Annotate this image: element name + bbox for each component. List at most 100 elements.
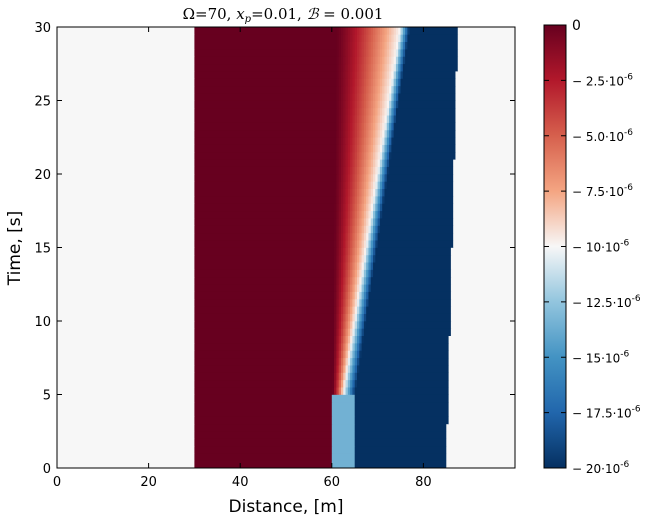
heatmap-cell (334, 291, 337, 300)
heatmap-cell (338, 350, 342, 359)
heatmap-cell (347, 291, 351, 300)
heatmap-cell (356, 78, 360, 87)
heatmap-cell (354, 114, 358, 123)
heatmap-cell (386, 107, 390, 116)
heatmap-cell (350, 269, 353, 278)
heatmap-cell (359, 335, 362, 344)
heatmap-cell (370, 70, 374, 79)
heatmap-cell (336, 225, 340, 234)
heatmap-cell (453, 239, 516, 248)
heatmap-cell (382, 122, 385, 131)
heatmap-cell (194, 328, 335, 336)
heatmap-cell (343, 63, 346, 72)
heatmap-cell (366, 269, 369, 278)
heatmap-cell (343, 247, 346, 256)
heatmap-cell (354, 247, 358, 256)
heatmap-cell (366, 261, 369, 270)
heatmap-cell (389, 129, 392, 138)
heatmap-cell (366, 56, 369, 65)
heatmap-cell (375, 70, 378, 79)
heatmap-cell (345, 114, 349, 123)
heatmap-cell (368, 70, 372, 79)
heatmap-cell (331, 416, 356, 425)
heatmap-cell (343, 41, 346, 50)
heatmap-cell (455, 107, 516, 116)
heatmap-cell (356, 100, 360, 109)
heatmap-cell (334, 239, 337, 248)
heatmap-cell (375, 78, 378, 87)
heatmap-cell (338, 173, 342, 182)
heatmap-cell (340, 136, 344, 145)
heatmap-cell (359, 122, 362, 131)
heatmap-cell (334, 269, 337, 278)
heatmap-cell (57, 247, 195, 256)
heatmap-cell (345, 372, 349, 381)
heatmap-cell (57, 159, 195, 167)
heatmap-cell (345, 203, 349, 212)
heatmap-cell (343, 386, 346, 395)
heatmap-cell (389, 63, 392, 72)
heatmap-cell (347, 298, 351, 307)
heatmap-cell (379, 129, 383, 138)
heatmap-cell (343, 298, 346, 307)
heatmap-cell (363, 283, 367, 292)
heatmap-cell (379, 114, 383, 123)
heatmap-cell (370, 151, 374, 160)
chart-title: Ω=70, xp=0.01, ℬ = 0.001 (183, 5, 384, 25)
heatmap-cell (366, 254, 369, 263)
heatmap-cell (407, 34, 459, 42)
heatmap-cell (361, 291, 365, 300)
heatmap-cell (331, 460, 356, 469)
heatmap-cell (366, 195, 369, 204)
heatmap-cell (343, 261, 346, 270)
heatmap-cell (343, 232, 346, 241)
heatmap-cell (350, 129, 353, 138)
heatmap-cell (57, 181, 195, 189)
heatmap-cell (363, 70, 367, 79)
heatmap-cell (446, 423, 516, 432)
heatmap-cell (450, 306, 516, 314)
heatmap-cell (336, 85, 340, 94)
heatmap-cell (350, 85, 353, 94)
heatmap-cell (340, 335, 344, 344)
heatmap-cell (361, 181, 365, 189)
heatmap-cell (345, 107, 349, 116)
heatmap-cell (366, 34, 369, 42)
heatmap-cell (359, 342, 362, 351)
heatmap-cell (352, 107, 356, 116)
heatmap-cell (386, 92, 390, 101)
heatmap-cell (356, 291, 360, 300)
heatmap-cell (194, 269, 335, 278)
heatmap-cell (386, 26, 390, 35)
heatmap-cell (57, 357, 195, 366)
heatmap-cell (331, 408, 356, 417)
heatmap-cell (386, 166, 390, 175)
heatmap-cell (446, 430, 516, 439)
heatmap-cell (373, 203, 376, 212)
heatmap-cell (393, 114, 397, 123)
heatmap-cell (384, 92, 388, 101)
heatmap-cell (386, 41, 390, 50)
heatmap-cell (354, 166, 358, 175)
heatmap-cell (446, 438, 516, 447)
heatmap-cell (361, 203, 365, 212)
heatmap-cell (336, 114, 340, 123)
heatmap-cell (405, 34, 408, 42)
heatmap-cell (363, 188, 367, 197)
heatmap-cell (398, 56, 401, 65)
heatmap-cell (343, 92, 346, 101)
heatmap-cell (338, 85, 342, 94)
heatmap-cell (400, 48, 404, 57)
heatmap-cell (379, 107, 383, 116)
heatmap-cell (370, 247, 374, 256)
heatmap-cell (352, 386, 356, 395)
heatmap-cell (370, 195, 374, 204)
heatmap-cell (352, 26, 356, 35)
heatmap-cell (368, 41, 372, 50)
heatmap-cell (366, 136, 369, 145)
heatmap-cell (363, 328, 452, 336)
heatmap-cell (379, 225, 454, 234)
heatmap-cell (453, 188, 516, 197)
heatmap-cell (391, 48, 395, 57)
heatmap-cell (407, 41, 459, 50)
